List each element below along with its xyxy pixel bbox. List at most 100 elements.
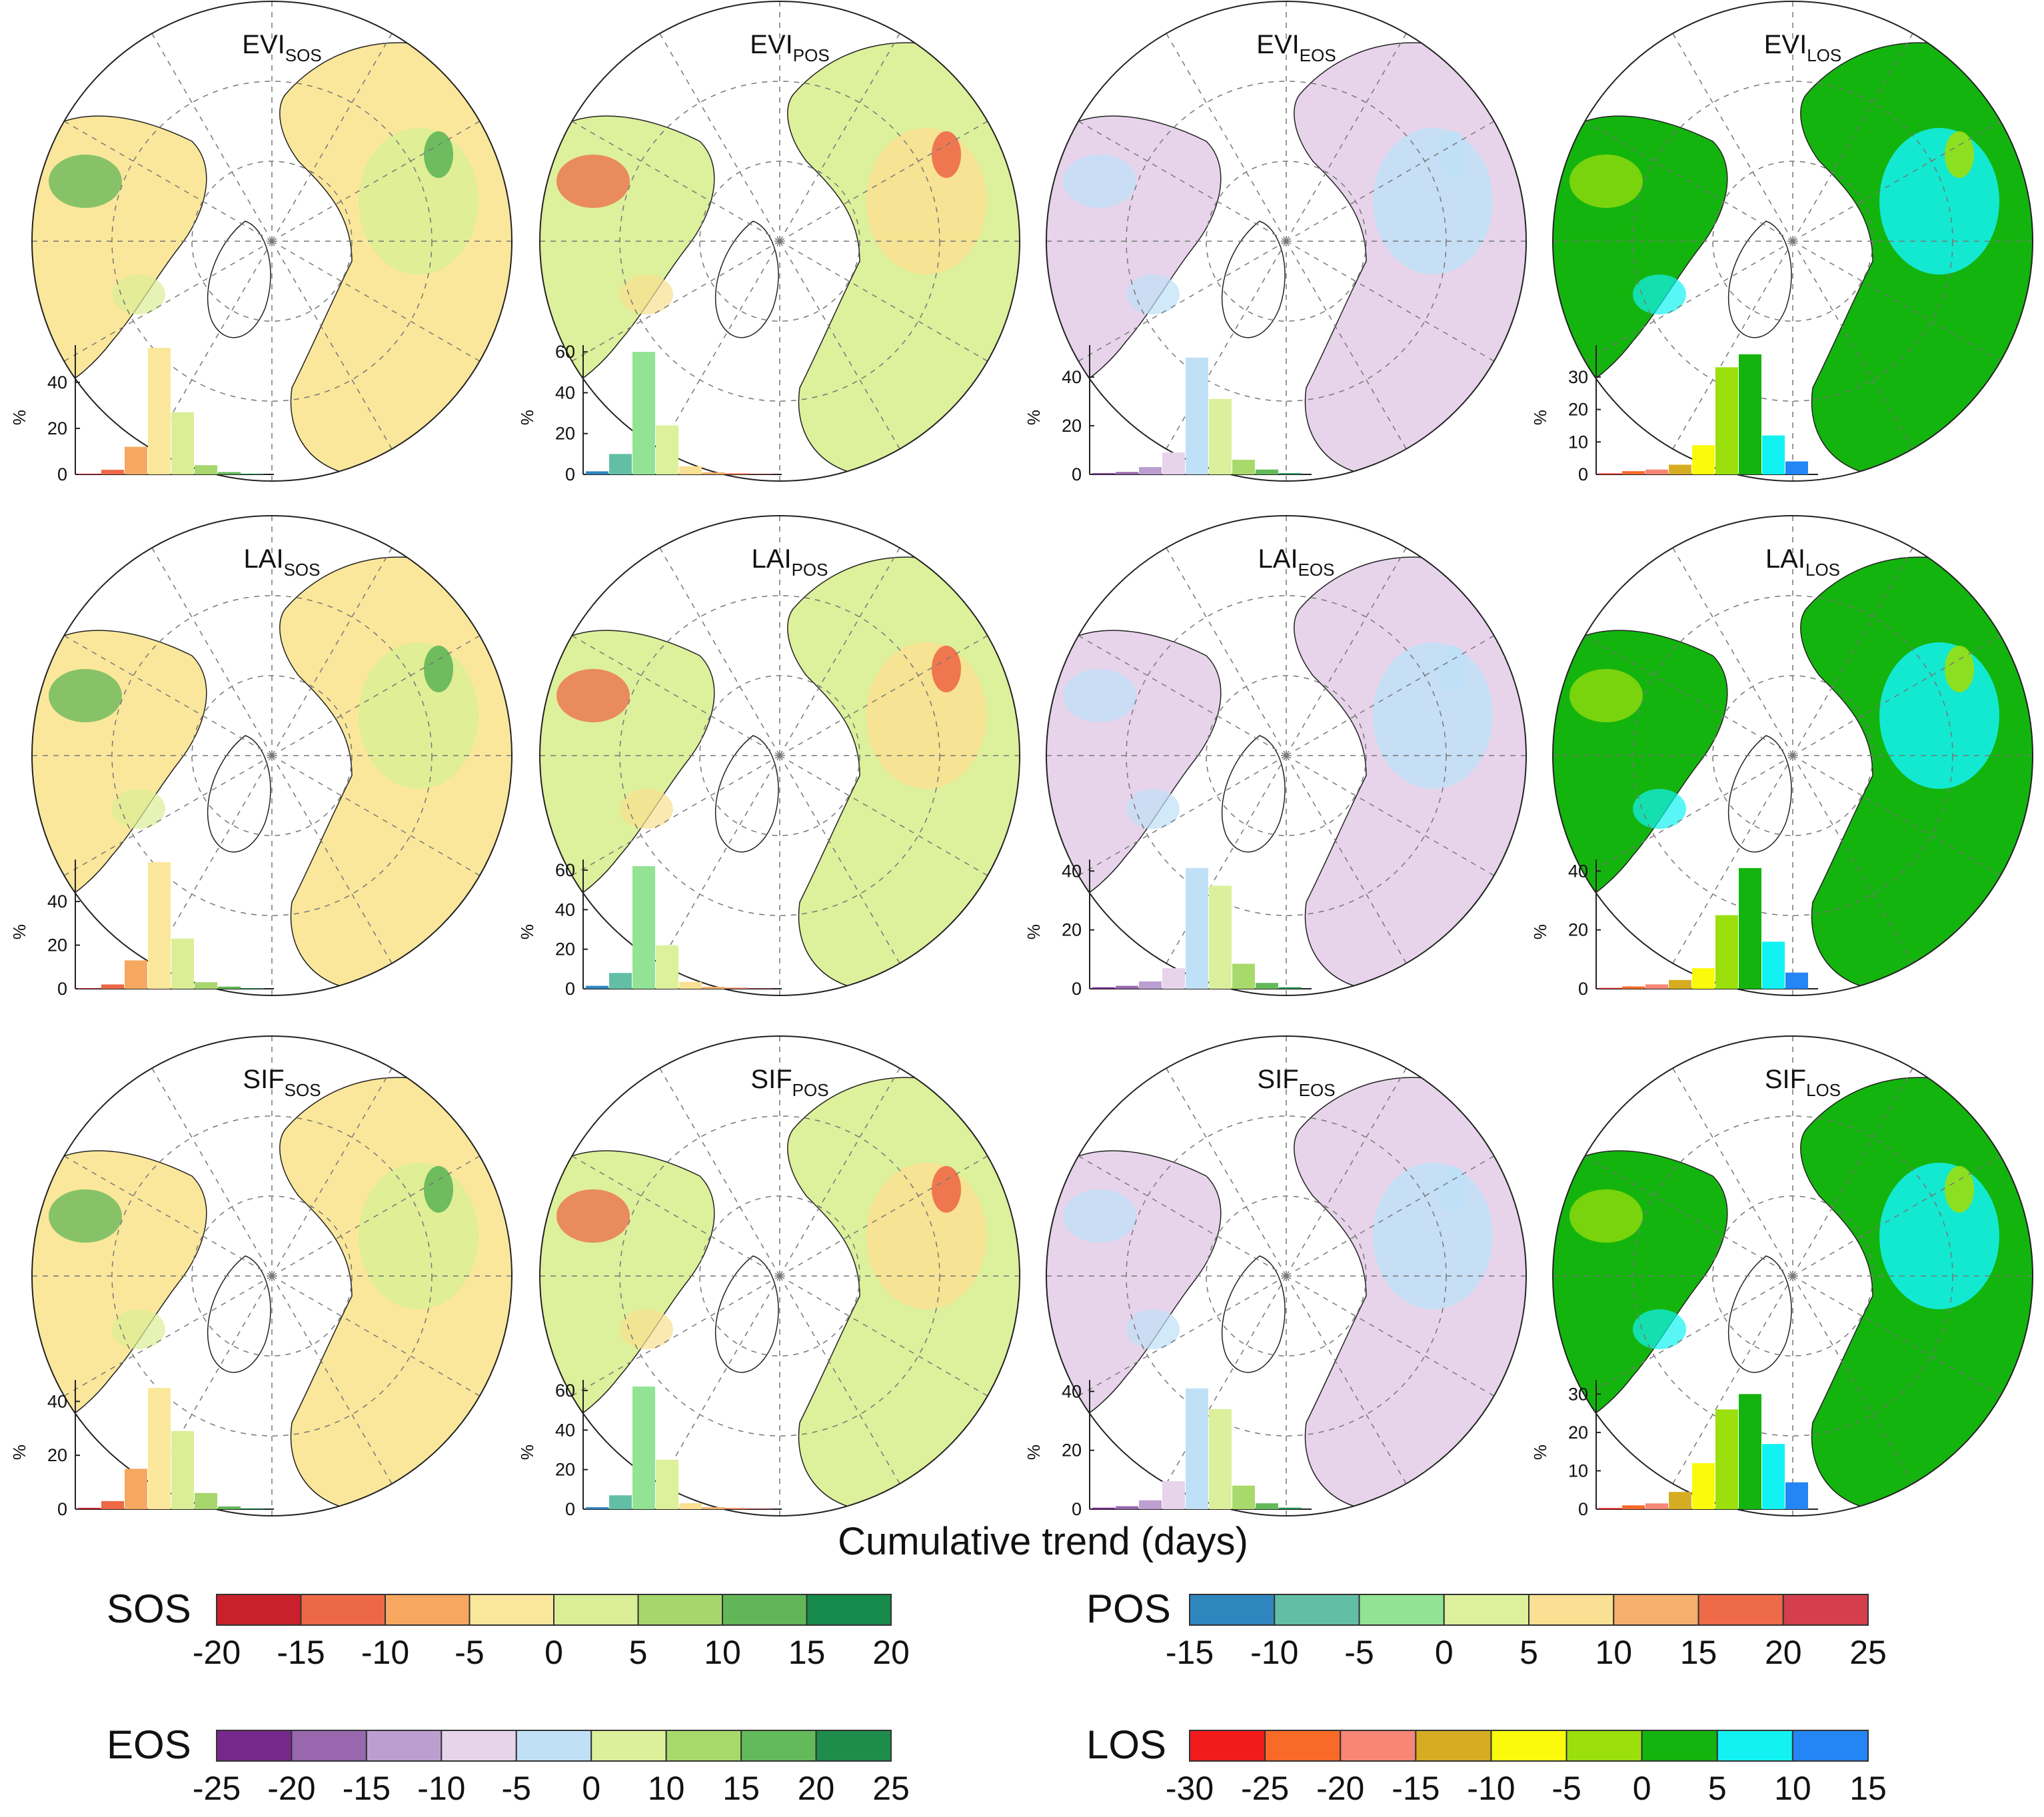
y-axis-label: % xyxy=(1530,1445,1550,1460)
histogram-bar xyxy=(1139,467,1162,474)
meridian xyxy=(659,1275,780,1485)
axis-title: Cumulative trend (days) xyxy=(838,1520,1248,1563)
legend-swatch xyxy=(385,1594,471,1626)
histogram-bar xyxy=(1715,1409,1738,1509)
meridian xyxy=(659,547,780,756)
map-patch xyxy=(112,275,165,314)
histogram: 0 20 40% xyxy=(1024,1380,1312,1519)
map-patch xyxy=(1879,642,1999,789)
meridian xyxy=(63,1275,273,1397)
legend-tick-label: -5 xyxy=(1551,1770,1581,1807)
meridian xyxy=(571,1155,780,1277)
panel-evi-pos: EVIPOS 0 20 40 60% xyxy=(517,1,1020,484)
meridian xyxy=(271,1275,393,1485)
legend-tick-label: -15 xyxy=(343,1770,391,1807)
legend-swatch xyxy=(1443,1594,1530,1626)
map-patch xyxy=(1633,275,1686,314)
map-border xyxy=(539,515,1020,996)
map-patch xyxy=(1879,1163,1999,1309)
legend-tick-label: -15 xyxy=(277,1634,325,1671)
y-tick-label: 20 xyxy=(1062,1441,1082,1461)
y-axis-label: % xyxy=(9,1445,29,1460)
meridian xyxy=(571,755,780,876)
panel-lai-sos: LAISOS 0 20 40% xyxy=(9,515,512,999)
legend-swatch xyxy=(590,1730,667,1762)
histogram-bar xyxy=(1669,464,1691,474)
meridian xyxy=(1584,1275,1793,1397)
meridian xyxy=(271,635,481,756)
map-patch xyxy=(1063,669,1136,722)
meridian xyxy=(1166,1275,1287,1485)
map-patch xyxy=(866,642,986,789)
meridian xyxy=(779,1067,900,1277)
map-patch xyxy=(932,646,961,692)
legend-swatch xyxy=(740,1730,817,1762)
legend-tick-label: -20 xyxy=(267,1770,315,1807)
legend-tick-label: 20 xyxy=(872,1634,910,1671)
meridian xyxy=(1792,121,2001,242)
meridian xyxy=(271,241,481,362)
land-greenland xyxy=(207,735,271,853)
histogram-bar xyxy=(1669,1492,1691,1509)
map-patch xyxy=(620,275,673,314)
map-border xyxy=(1046,1,1527,482)
y-tick-label: 20 xyxy=(1568,1423,1588,1443)
histogram-bar xyxy=(679,981,702,989)
panel-title: SIFEOS xyxy=(1257,1065,1335,1100)
y-axis-label: % xyxy=(517,924,537,939)
meridian xyxy=(271,1155,481,1277)
map-patch xyxy=(1569,155,1643,208)
legend-swatch xyxy=(469,1594,554,1626)
meridian xyxy=(1792,241,1913,450)
histogram-bar xyxy=(632,866,655,989)
histogram-bar xyxy=(656,425,678,474)
histogram-bar xyxy=(1256,469,1278,474)
meridian xyxy=(659,33,780,242)
map-border xyxy=(31,515,512,996)
map-patch xyxy=(49,1189,122,1243)
map-patch xyxy=(1373,642,1493,789)
histogram-bar xyxy=(1645,984,1668,989)
y-axis-label: % xyxy=(1024,924,1044,939)
polar-map xyxy=(540,1,1020,481)
y-tick-label: 0 xyxy=(565,979,575,999)
y-tick-label: 40 xyxy=(1062,367,1082,387)
land-greenland xyxy=(207,221,271,338)
legend-tick-label: -20 xyxy=(193,1634,241,1671)
y-tick-label: 60 xyxy=(555,860,575,880)
map-patch xyxy=(1438,131,1468,178)
polar-map xyxy=(1553,516,2033,995)
histogram: 0 20 40% xyxy=(1024,345,1312,484)
histogram-bar xyxy=(125,1469,147,1509)
legend-swatch xyxy=(365,1730,443,1762)
map-patch xyxy=(1569,1189,1643,1243)
histogram-bar xyxy=(171,1431,194,1509)
polar-map xyxy=(32,516,512,995)
histogram-bar xyxy=(101,470,124,474)
histogram-bar xyxy=(1279,987,1302,989)
histogram-bar xyxy=(101,1501,124,1509)
histogram-bar xyxy=(702,987,725,989)
meridian xyxy=(1792,241,2001,362)
histogram-bar xyxy=(1209,1409,1232,1509)
meridian xyxy=(1672,547,1793,756)
legend-tick-label: -20 xyxy=(1316,1770,1364,1807)
meridian xyxy=(1078,241,1287,362)
y-tick-label: 20 xyxy=(1568,920,1588,940)
map-patch xyxy=(112,1309,165,1349)
map-patch xyxy=(49,155,122,208)
meridian xyxy=(63,635,273,756)
meridian xyxy=(271,121,481,242)
y-axis-label: % xyxy=(9,924,29,939)
meridian xyxy=(779,241,900,450)
y-tick-label: 20 xyxy=(1062,920,1082,940)
meridian xyxy=(1792,1275,2001,1397)
meridian xyxy=(1286,547,1407,756)
y-tick-label: 60 xyxy=(555,342,575,362)
meridian xyxy=(63,1155,273,1277)
legend-tick-label: 0 xyxy=(1633,1770,1651,1807)
y-tick-label: 10 xyxy=(1568,432,1588,452)
y-tick-label: 0 xyxy=(57,1499,67,1519)
y-axis-label: % xyxy=(1530,410,1550,425)
